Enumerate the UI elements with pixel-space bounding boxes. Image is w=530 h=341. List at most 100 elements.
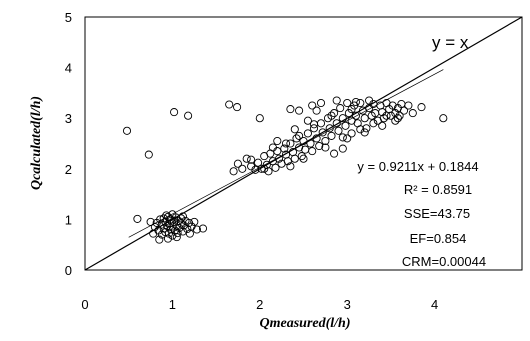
x-tick-label: 1 (169, 297, 176, 312)
data-point (360, 114, 369, 123)
data-point (286, 162, 295, 171)
data-point (365, 96, 374, 105)
data-point (229, 167, 238, 176)
y-tick-labels: 0 1 2 3 4 5 (65, 10, 72, 278)
data-point (327, 131, 336, 140)
data-point (343, 134, 352, 143)
data-point (316, 119, 326, 128)
y-tick-label: 5 (65, 10, 72, 25)
data-point (299, 154, 308, 163)
crm-label: CRM=0.00044 (402, 254, 486, 269)
y-tick-label: 4 (65, 61, 72, 76)
data-points (122, 96, 448, 244)
data-point (274, 154, 284, 163)
data-point (347, 129, 356, 138)
data-point (257, 164, 266, 173)
data-point (286, 139, 295, 148)
y-axis-title: Qcalculated(l/h) (29, 96, 44, 190)
data-point (303, 129, 312, 138)
data-point (351, 111, 360, 120)
sse-label: SSE=43.75 (404, 206, 470, 221)
data-point (309, 120, 319, 129)
data-point (341, 121, 350, 130)
data-point (330, 149, 339, 158)
data-point (233, 159, 242, 168)
data-point (271, 163, 280, 172)
data-point (264, 167, 273, 176)
data-point (356, 125, 365, 134)
data-point (306, 139, 315, 148)
ef-label: EF=0.854 (410, 231, 467, 246)
data-point (254, 158, 263, 167)
x-tick-label: 4 (431, 297, 438, 312)
data-point (292, 134, 301, 143)
data-point (356, 98, 365, 108)
data-point (393, 114, 402, 123)
data-point (318, 128, 327, 137)
x-tick-label: 0 (81, 297, 88, 312)
data-point (178, 212, 187, 221)
data-point (280, 144, 289, 153)
data-point (283, 157, 292, 166)
data-point (163, 234, 173, 243)
data-point (338, 114, 347, 123)
data-point (332, 96, 341, 105)
data-point (321, 143, 330, 152)
data-point (242, 154, 251, 163)
data-point (303, 116, 312, 125)
data-point (295, 143, 304, 152)
x-axis-title: Qmeasured(l/h) (260, 316, 351, 331)
data-point (382, 111, 391, 120)
regression-equation: y = 0.9211x + 0.1844 (357, 159, 478, 174)
data-point (168, 231, 177, 240)
data-point (386, 111, 395, 120)
data-point (172, 233, 181, 242)
data-point (312, 106, 321, 115)
data-point (184, 111, 193, 120)
data-point (395, 111, 404, 120)
data-point (286, 105, 295, 114)
data-point (295, 131, 304, 140)
identity-line (84, 16, 523, 271)
data-point (325, 124, 334, 133)
data-point (173, 229, 182, 238)
data-point (225, 100, 234, 109)
data-point (233, 103, 242, 112)
data-point (162, 211, 171, 220)
y-tick-label: 2 (65, 162, 72, 177)
data-point (408, 109, 417, 118)
data-point (301, 145, 310, 154)
data-point (297, 152, 306, 161)
data-point (308, 147, 317, 156)
data-point (260, 164, 269, 173)
x-tick-label: 2 (256, 297, 263, 312)
data-point (190, 217, 199, 226)
data-point (417, 103, 426, 112)
data-point (391, 116, 400, 125)
data-point (290, 125, 299, 134)
x-tick-label: 3 (344, 297, 351, 312)
y-tick-label: 1 (65, 212, 72, 227)
x-tick-labels: 0 1 2 3 4 (81, 297, 438, 312)
data-point (146, 217, 155, 226)
data-point (315, 141, 324, 151)
data-point (344, 109, 353, 118)
data-point (379, 114, 388, 123)
data-point (321, 136, 330, 146)
data-point (327, 111, 336, 120)
data-point (399, 106, 409, 115)
data-point (268, 143, 277, 152)
data-point (330, 109, 339, 118)
data-point (312, 134, 321, 143)
data-point (133, 214, 142, 223)
data-point (144, 150, 153, 159)
data-point (316, 98, 326, 108)
data-point (156, 215, 165, 224)
data-point (251, 165, 260, 174)
data-point (290, 154, 299, 163)
data-point (177, 214, 186, 223)
y-tick-label: 0 (65, 263, 72, 278)
data-point (255, 114, 264, 123)
data-point (338, 144, 347, 153)
